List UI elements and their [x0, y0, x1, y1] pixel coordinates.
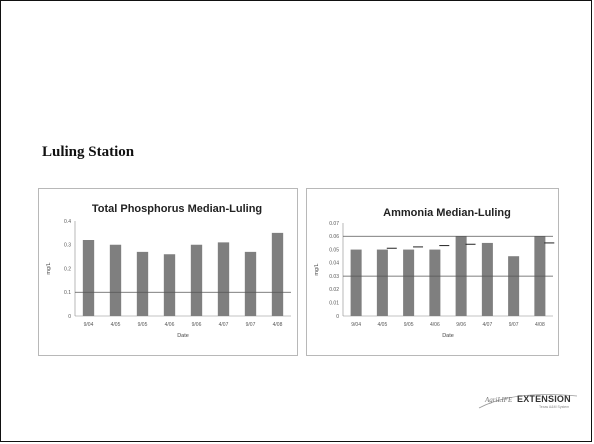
x-tick-label: 9/06 — [192, 322, 202, 328]
chart-total-phosphorus: Total Phosphorus Median-Luling 0 0.1 0.2 0.3… — [46, 203, 291, 339]
chart-panel-total-phosphorus: Total Phosphorus Median-Luling 0 0.1 0.2 0.3… — [38, 188, 298, 356]
y-tick-label: 0.4 — [64, 219, 71, 225]
y-tick-label: 0.04 — [329, 261, 339, 267]
y-tick-label: 0.05 — [329, 247, 339, 253]
x-tick-label: 4/07 — [219, 322, 229, 328]
logo-extension-text: EXTENSION — [517, 394, 571, 404]
chart-panel-ammonia: Ammonia Median-Luling 0 0.01 0.02 0.03 0.04 0.… — [306, 188, 559, 356]
y-tick-label: 0.03 — [329, 274, 339, 280]
y-tick-label: 0.3 — [64, 243, 71, 249]
bar-9/07 — [244, 251, 257, 316]
y-tick-label: 0.1 — [64, 290, 71, 296]
y-tick-label: 0.07 — [329, 221, 339, 227]
agrilife-extension-logo: AgriLIFE EXTENSION Texas A&M System — [473, 388, 579, 412]
y-tick-label: 0.06 — [329, 234, 339, 240]
x-tick-label: 9/04 — [351, 322, 361, 328]
bar-9/05 — [136, 251, 149, 316]
chart-title: Ammonia Median-Luling — [383, 207, 511, 219]
chart-title: Total Phosphorus Median-Luling — [92, 203, 262, 215]
bar-4/07 — [217, 242, 230, 316]
y-axis-label: mg/L — [314, 263, 320, 275]
slide-title: Luling Station — [42, 144, 135, 160]
y-tick-label: 0.2 — [64, 266, 71, 272]
x-axis-label: Date — [177, 333, 189, 339]
x-tick-label: 9/07 — [246, 322, 256, 328]
y-tick-label: 0.01 — [329, 301, 339, 307]
y-tick-label: 0.02 — [329, 287, 339, 293]
x-tick-label: 9/06 — [456, 322, 466, 328]
bar-4/07 — [481, 242, 493, 316]
x-tick-label: 4/08 — [535, 322, 545, 328]
x-tick-label: 4/05 — [111, 322, 121, 328]
x-tick-label: 4/05 — [378, 322, 388, 328]
logo-agrilife-text: AgriLIFE — [485, 396, 513, 404]
x-tick-label: 4/07 — [483, 322, 493, 328]
x-axis-label: Date — [442, 333, 454, 339]
bar-9/04 — [350, 249, 362, 316]
logo-tagline: Texas A&M System — [539, 405, 570, 409]
bar-4/06 — [429, 249, 441, 316]
chart-ammonia: Ammonia Median-Luling 0 0.01 0.02 0.03 0.04 0.… — [314, 207, 555, 339]
y-tick-label: 0 — [336, 314, 339, 320]
x-tick-label: 9/04 — [84, 322, 94, 328]
x-tick-label: 4/06 — [165, 322, 175, 328]
x-tick-label: 4/06 — [430, 322, 440, 328]
y-tick-label: 0 — [68, 314, 71, 320]
bar-9/07 — [508, 256, 520, 316]
x-tick-label: 9/05 — [404, 322, 414, 328]
bar-9/06 — [190, 244, 203, 316]
x-tick-label: 9/07 — [509, 322, 519, 328]
bar-4/08 — [271, 232, 284, 316]
x-tick-label: 4/08 — [273, 322, 283, 328]
logo-swoosh-icon — [478, 394, 578, 409]
bar-4/05 — [109, 244, 122, 316]
bar-4/06 — [163, 254, 176, 316]
bar-9/04 — [82, 240, 95, 316]
bar-9/05 — [403, 249, 415, 316]
bar-4/05 — [376, 249, 388, 316]
y-axis-label: mg/L — [46, 262, 52, 274]
x-tick-label: 9/05 — [138, 322, 148, 328]
